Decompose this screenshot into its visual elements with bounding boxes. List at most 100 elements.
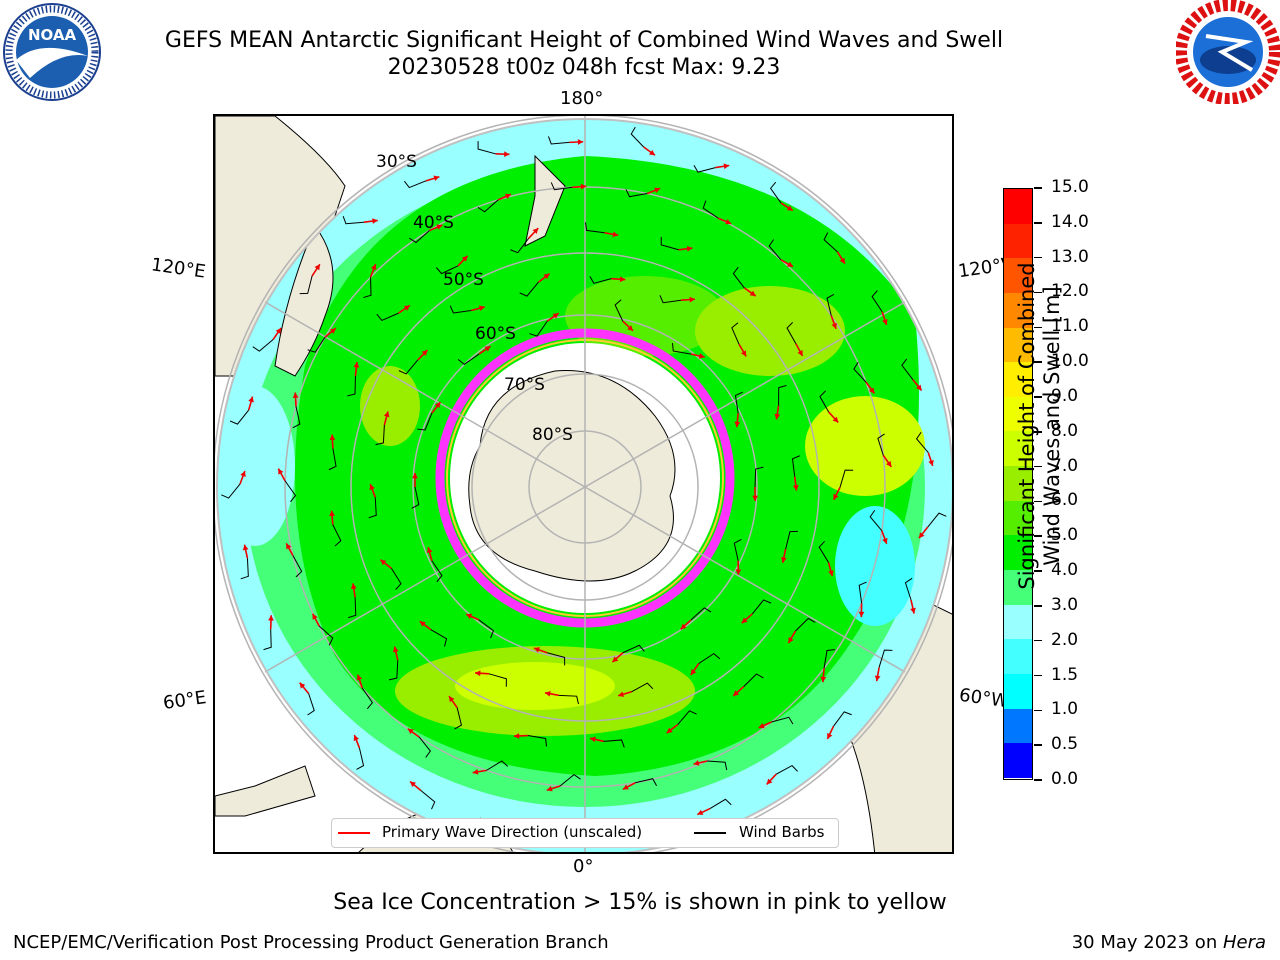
wind-barb [229,409,250,425]
wind-barb [869,509,883,531]
wave-arrow-head [618,691,625,698]
wave-arrow-head [353,735,359,741]
wind-barb [775,764,798,775]
wind-barb [263,629,272,651]
colorbar-segment [1004,431,1032,467]
wave-arrow-head [329,510,335,517]
wind-barb [732,266,745,289]
wave-arrow-head [392,646,399,653]
colorbar-tick-label: 15.0 [1051,177,1089,197]
wind-barb [477,199,499,213]
wave-arrow-head [546,785,553,792]
wind-barb [589,276,612,284]
map-canvas [215,116,952,852]
wave-arrow-head [654,187,661,193]
colorbar-tick [1034,431,1042,433]
colorbar-segment [1004,396,1032,432]
wave-arrow-head [697,809,704,815]
wind-barb [363,277,372,299]
colorbar-title-line1: Significant Height of Combined [1015,262,1039,590]
colorbar-title: Significant Height of Combined Wind Wave… [1015,262,1064,589]
wave-arrow-head [504,151,510,158]
wave-arrow-head [882,318,888,325]
colorbar-tick [1034,744,1042,746]
wind-barb [376,312,399,322]
colorbar-tick-label: 7.0 [1051,455,1079,476]
wind-barb [510,238,530,254]
wave-arrow-head [740,350,747,357]
colorbar-tick-label: 2.0 [1051,629,1079,650]
colorbar-segment [1004,466,1032,501]
wave-arrow-head [544,690,551,697]
wind-barb [486,760,509,771]
wind-barb [630,126,645,148]
colorbar-tick [1034,674,1042,677]
wave-arrow-head [407,728,414,735]
wave-arrow-head [533,647,540,653]
colorbar-segment [1004,500,1032,536]
wave-arrow-head [689,296,695,303]
colorbar-tick [1034,256,1042,259]
wave-arrow-head [734,421,741,428]
wave-arrow-head [622,784,629,790]
wave-arrow-head [421,350,428,356]
footer-branch: NCEP/EMC/Verification Post Processing Pr… [13,932,609,953]
wave-arrow-head [832,416,839,423]
wind-barb [778,385,787,406]
colorbar-tick-label: 0.5 [1051,734,1079,755]
wave-arrow-head [833,493,839,500]
wave-arrow-head [693,760,700,766]
wave-arrow-head [766,778,773,785]
wave-arrow-head [436,224,443,230]
wind-barb [660,236,679,251]
wind-barb [771,716,794,725]
colorbar-segment [1004,258,1032,293]
wind-barb [547,136,570,145]
lat-label-60s: 60°S [475,324,516,344]
wind-barb [328,448,337,471]
wind-barb [785,530,798,550]
wind-barb [477,141,496,155]
colorbar-tick-label: 9.0 [1051,385,1079,406]
wave-arrow-head [733,690,740,696]
wave-arrow-head [666,727,673,734]
legend-label-wave-direction: Primary Wave Direction (unscaled) [382,823,643,841]
wind-barb [878,649,893,668]
colorbar-segment [1004,604,1032,640]
colorbar-tick [1034,326,1042,329]
lat-label-40s: 40°S [413,213,454,233]
colorbar-segment [1004,708,1032,744]
wind-barb [240,558,249,580]
wave-arrow-head [242,544,249,551]
colorbar-segment [1004,327,1032,363]
wind-barb [252,339,274,352]
chart-title: GEFS MEAN Antarctic Significant Height o… [164,28,1004,53]
wind-barb [559,773,581,787]
wind-barb [403,180,427,189]
colorbar [1003,188,1033,780]
lat-label-70s: 70°S [504,375,545,395]
wave-arrow-head [380,559,387,566]
graticule [215,116,952,852]
colorbar-tick [1034,291,1042,294]
wind-barb [318,625,334,646]
wind-barb [871,290,883,312]
wave-arrow-head [312,613,318,620]
wind-barb [622,644,645,654]
wave-arrow-head [882,537,888,544]
wind-barb [292,406,301,429]
wave-arrow-head [928,459,934,466]
wave-arrow-head [741,617,748,624]
wind-barb [904,577,913,601]
wave-arrow-head [619,276,626,283]
wave-arrow-head [383,411,390,418]
colorbar-tick-label: 5.0 [1051,525,1079,546]
wind-barb [488,673,507,687]
map-legend: Primary Wave Direction (unscaled) Wind B… [331,818,839,848]
wave-arrow-head [434,402,441,409]
colorbar-tick-label: 0.0 [1051,769,1079,789]
wind-barb [342,216,364,225]
wind-barb [417,413,433,431]
colorbar-tick [1034,535,1042,537]
wave-arrow-head [589,736,596,743]
